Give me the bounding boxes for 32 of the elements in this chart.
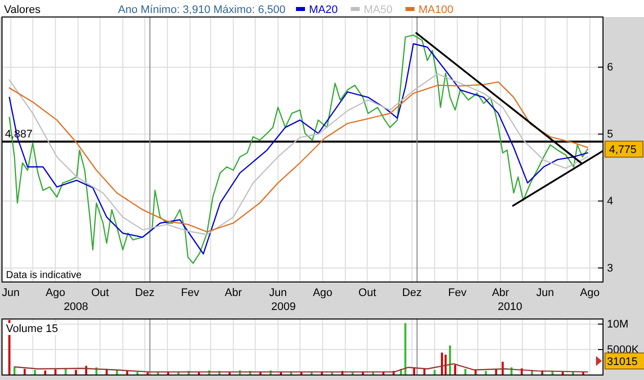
x-tick-label: Out bbox=[91, 286, 109, 299]
y-tick-label: 3 bbox=[607, 262, 614, 274]
x-tick-label: Fev bbox=[180, 286, 200, 299]
value-tag: 31015 bbox=[604, 352, 644, 370]
y-tick-label: 10M bbox=[607, 318, 628, 331]
price-tag: 4,775 bbox=[604, 140, 644, 158]
x-tick-label: Dez bbox=[402, 286, 422, 299]
x-tick-label: Fev bbox=[448, 286, 467, 299]
text: 2009 bbox=[271, 301, 296, 313]
x-tick-label: Jun bbox=[269, 286, 287, 299]
x-tick-label: Jun bbox=[2, 286, 20, 299]
legend-label: MA100 bbox=[418, 4, 454, 16]
legend-label: MA50 bbox=[364, 4, 392, 16]
chart-title: Volume 15 bbox=[6, 323, 58, 335]
legend-title: Valores bbox=[4, 4, 41, 16]
y-tick-label: 6 bbox=[607, 62, 614, 74]
text: 2008 bbox=[64, 301, 88, 313]
y-tick-label: 5 bbox=[607, 128, 614, 141]
x-tick-label: Ago bbox=[580, 286, 600, 299]
x-tick-label: Out bbox=[358, 286, 376, 299]
chart-subtitle: Ano Mínimo: 3,910 Máximo: 6,500 bbox=[118, 4, 286, 16]
x-tick-label: Jun bbox=[536, 286, 554, 299]
annotation: 4,775 bbox=[609, 144, 637, 156]
x-tick-label: Ago bbox=[312, 286, 332, 299]
annotation: Data is indicative bbox=[6, 270, 82, 281]
x-tick-label: Ago bbox=[46, 286, 66, 299]
x-tick-label: Abr bbox=[492, 286, 510, 299]
y-tick-label: 4 bbox=[607, 196, 614, 208]
legend-label: MA20 bbox=[309, 4, 338, 16]
x-tick-label: Dez bbox=[134, 286, 155, 299]
text: 2010 bbox=[498, 301, 522, 313]
x-tick-label: Abr bbox=[224, 286, 242, 299]
